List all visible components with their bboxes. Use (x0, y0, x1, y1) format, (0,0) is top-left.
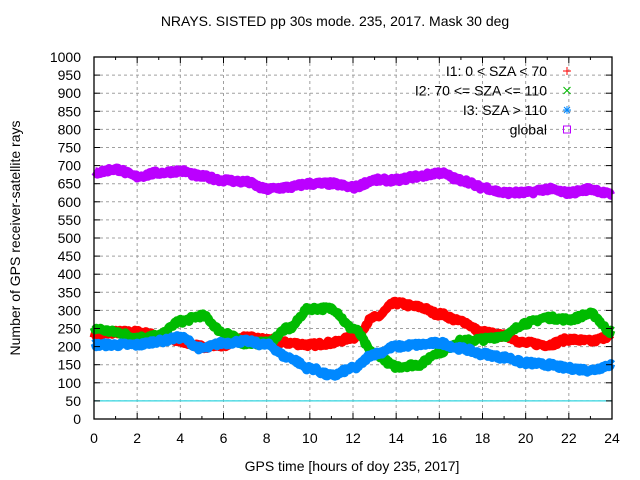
x-axis-label: GPS time [hours of doy 235, 2017] (245, 458, 460, 474)
series-line (90, 331, 616, 381)
y-tick-label: 950 (58, 67, 82, 83)
x-tick-label: 12 (345, 430, 361, 446)
y-tick-label: 100 (58, 375, 82, 391)
y-tick-label: 450 (58, 248, 82, 264)
series-4 (90, 163, 616, 200)
square-marker-icon (563, 125, 571, 134)
y-tick-label: 500 (58, 230, 82, 246)
y-tick-label: 200 (58, 339, 82, 355)
series-group (89, 163, 616, 381)
x-tick-label: 18 (475, 430, 491, 446)
y-tick-label: 600 (58, 194, 82, 210)
y-tick-label: 0 (73, 411, 81, 427)
y-axis-label: Number of GPS receiver-satellite rays (7, 121, 23, 356)
y-tick-label: 750 (58, 140, 82, 156)
y-axis-ticks: 0 50 100 150 200 250 300 350 400 450 500 550 600 650 7… (50, 49, 612, 427)
y-tick-label: 850 (58, 103, 82, 119)
chart-title: NRAYS. SISTED pp 30s mode. 235, 2017. Ma… (161, 13, 509, 29)
series-line (89, 302, 616, 373)
x-tick-label: 14 (388, 430, 404, 446)
y-tick-label: 550 (58, 212, 82, 228)
legend-item: I2: 70 <= SZA <= 110 (415, 83, 571, 99)
y-tick-label: 700 (58, 158, 82, 174)
legend-label: I2: 70 <= SZA <= 110 (415, 83, 547, 99)
legend: I1: 0 < SZA < 70 I2: 70 <= SZA <= 110 I3: … (415, 63, 571, 138)
y-tick-label: 1000 (50, 49, 81, 65)
legend-item: I1: 0 < SZA < 70 (446, 63, 571, 79)
x-tick-label: 24 (604, 430, 620, 446)
x-tick-label: 0 (90, 430, 98, 446)
y-tick-label: 50 (65, 393, 81, 409)
grid (94, 57, 612, 419)
x-tick-label: 22 (561, 430, 577, 446)
y-tick-label: 150 (58, 357, 82, 373)
x-tick-label: 6 (220, 430, 228, 446)
x-tick-label: 10 (302, 430, 318, 446)
cross-marker-icon (563, 86, 571, 95)
x-axis-ticks: 0 2 4 6 8 10 12 14 16 18 20 22 24 (90, 57, 620, 446)
legend-item: global (510, 122, 571, 138)
y-tick-label: 250 (58, 321, 82, 337)
x-tick-label: 4 (176, 430, 184, 446)
x-tick-label: 16 (432, 430, 448, 446)
y-tick-label: 300 (58, 302, 82, 318)
x-tick-label: 20 (518, 430, 534, 446)
series-3 (90, 331, 616, 381)
legend-item: I3: SZA > 110 (463, 102, 571, 118)
y-tick-label: 650 (58, 176, 82, 192)
asterisk-marker-icon (563, 106, 571, 114)
x-tick-label: 8 (263, 430, 271, 446)
y-tick-label: 350 (58, 284, 82, 300)
legend-label: global (510, 122, 547, 138)
y-tick-label: 800 (58, 121, 82, 137)
x-tick-label: 2 (133, 430, 141, 446)
y-tick-label: 400 (58, 266, 82, 282)
legend-label: I3: SZA > 110 (463, 102, 547, 118)
y-tick-label: 900 (58, 85, 82, 101)
plus-marker-icon (563, 67, 571, 75)
legend-label: I1: 0 < SZA < 70 (446, 63, 547, 79)
